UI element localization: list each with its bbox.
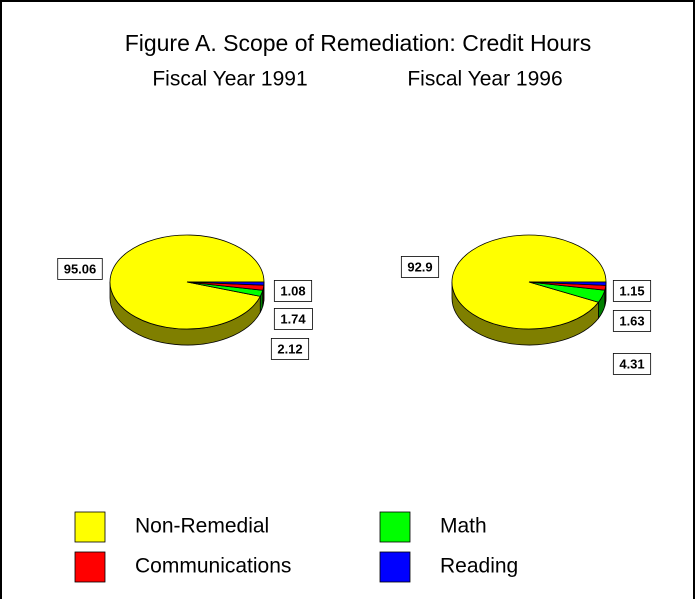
label-box: [270, 338, 310, 360]
data-label: 1.63: [619, 313, 644, 328]
chart-subtitle: Fiscal Year 1996: [407, 68, 562, 91]
label-box: [612, 280, 652, 302]
legend-label: Communications: [135, 555, 291, 578]
pie-slice: [186, 281, 265, 286]
legend-swatch: [74, 511, 106, 543]
data-label: 95.06: [64, 261, 97, 276]
label-box: [612, 310, 652, 332]
legend-swatch: [379, 511, 411, 543]
data-label: 1.15: [619, 283, 644, 298]
legend-label: Math: [440, 515, 487, 538]
chart-title: Figure A. Scope of Remediation: Credit H…: [125, 30, 592, 56]
legend-swatch: [379, 551, 411, 583]
data-label: 4.31: [619, 356, 644, 371]
label-box: [612, 353, 652, 375]
label-box: [57, 258, 103, 280]
data-label: 1.74: [280, 311, 306, 326]
label-box: [400, 256, 440, 278]
legend-label: Reading: [440, 555, 518, 578]
chart-subtitle: Fiscal Year 1991: [152, 68, 307, 91]
data-label: 2.12: [277, 341, 302, 356]
legend-swatch: [74, 551, 106, 583]
label-box: [273, 308, 313, 330]
pie-slice: [528, 281, 607, 286]
data-label: 92.9: [407, 259, 432, 274]
legend-label: Non-Remedial: [135, 515, 269, 538]
label-box: [273, 280, 313, 302]
data-label: 1.08: [280, 283, 305, 298]
